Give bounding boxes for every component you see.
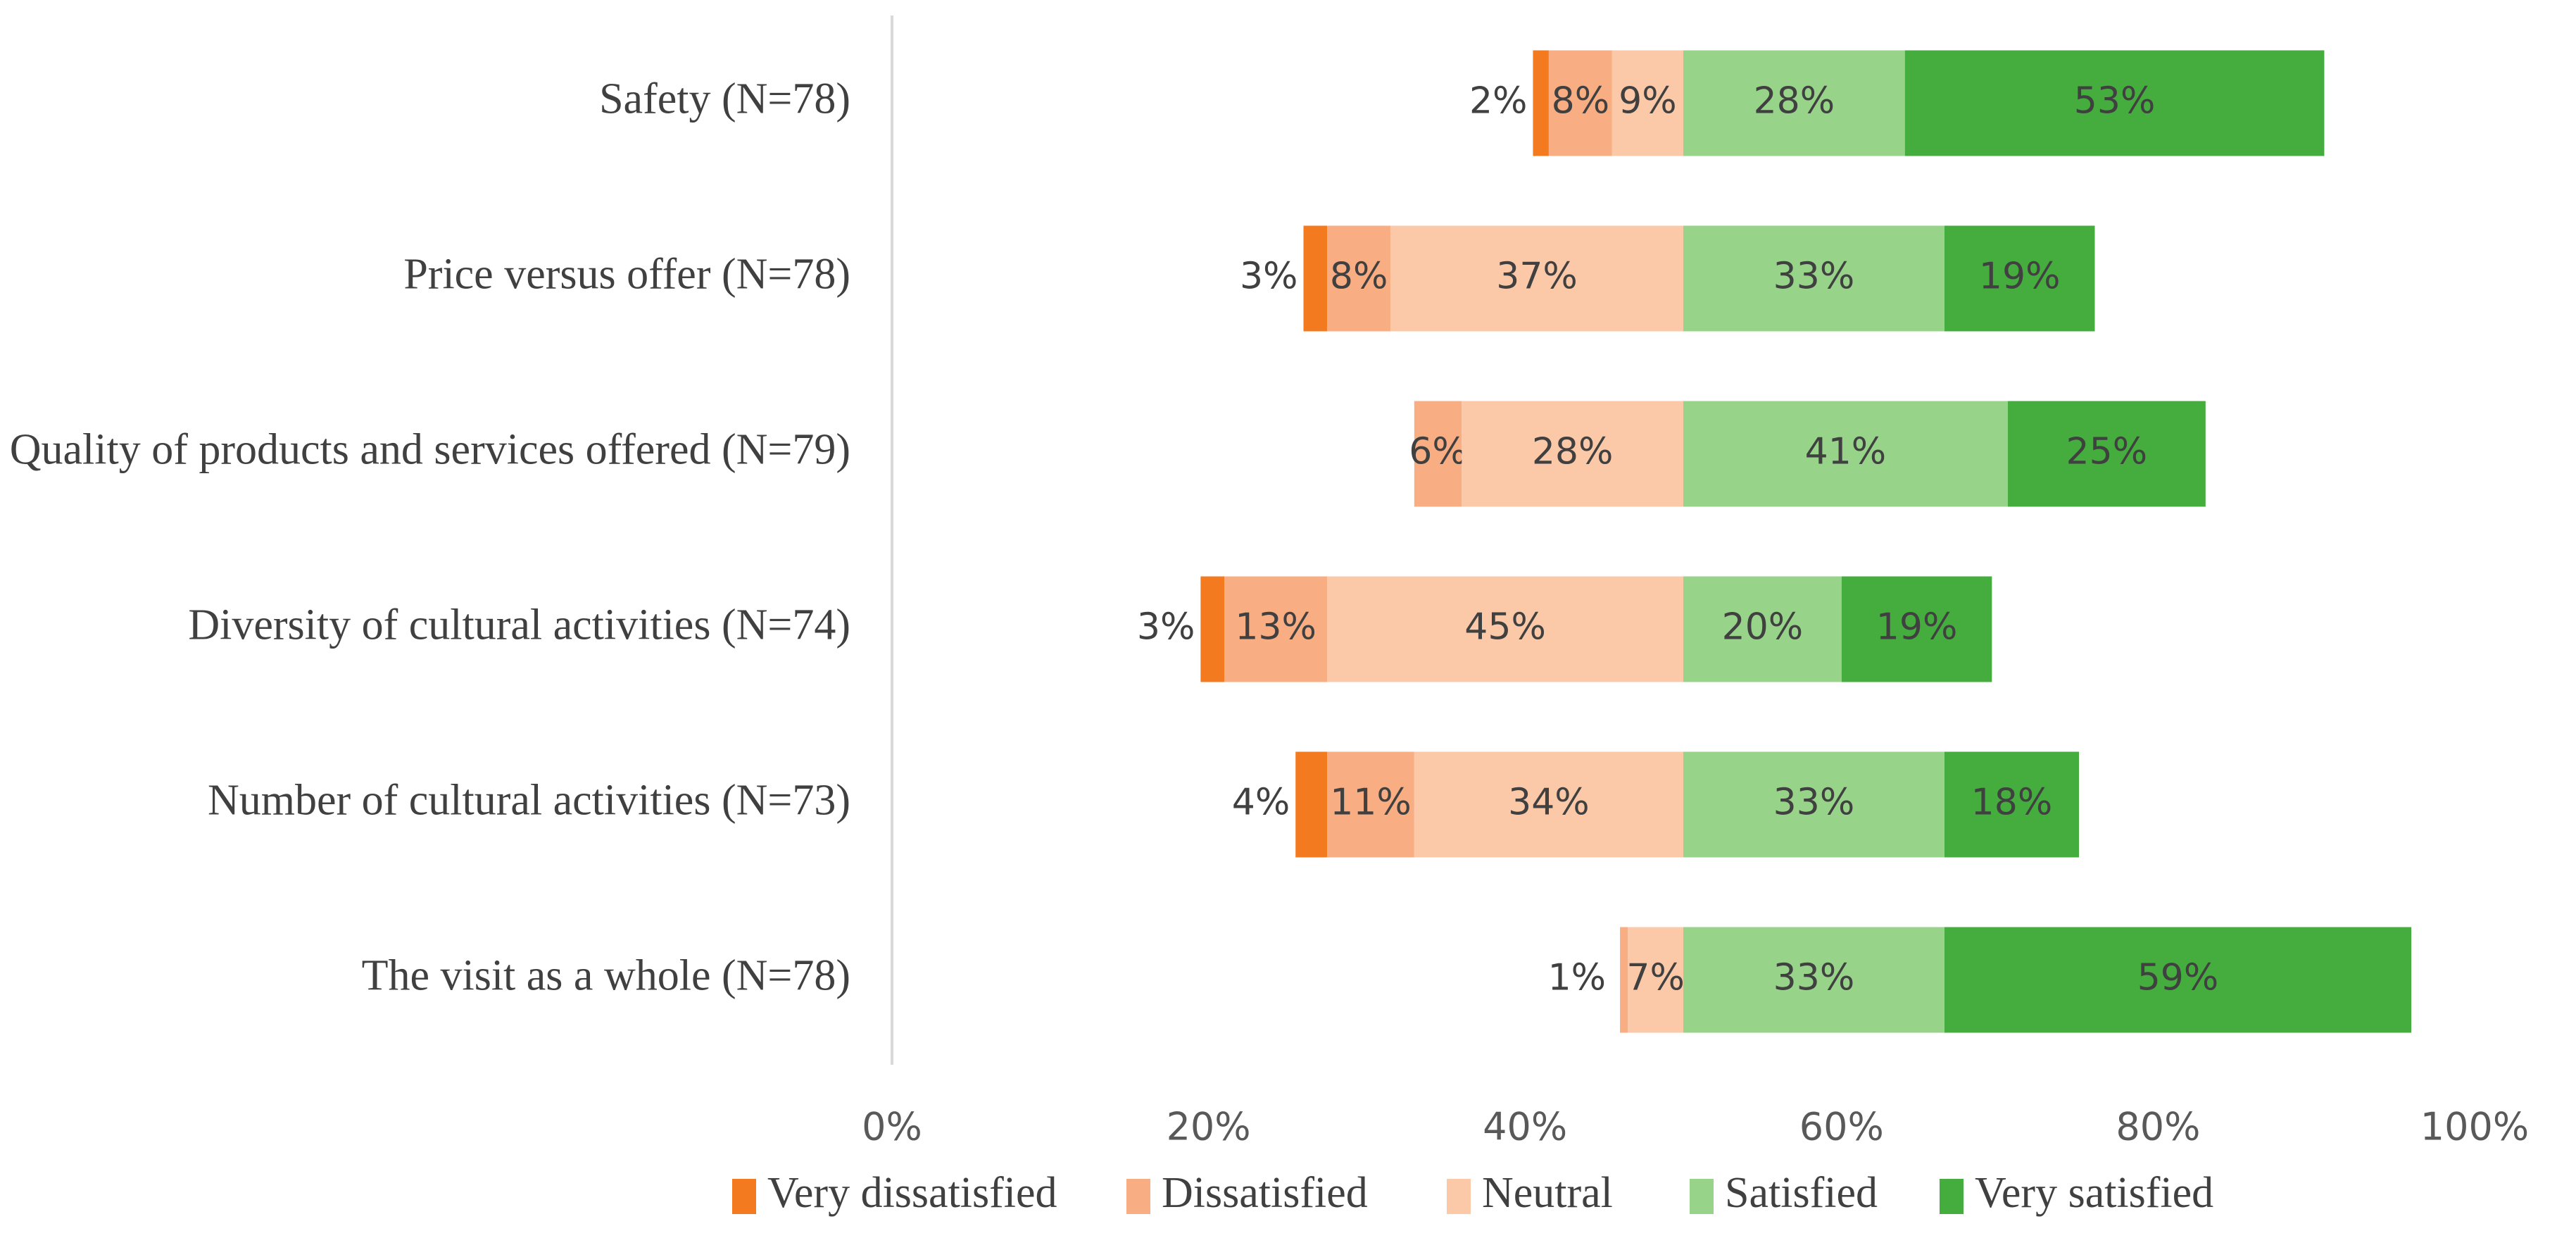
bar-dissatisfied-6 <box>1620 927 1628 1033</box>
data-label-very-satisfied-5: 18% <box>1971 782 2053 824</box>
legend-label-very-satisfied: Very satisfied <box>1975 1169 2213 1217</box>
bar-very-dissatisfied-2 <box>1303 225 1328 332</box>
bar-satisfied-1 <box>1683 50 1905 156</box>
data-label-neutral-2: 37% <box>1496 256 1578 298</box>
data-label-very-satisfied-3: 25% <box>2066 431 2148 473</box>
bar-very-satisfied-3 <box>2007 401 2206 507</box>
bar-neutral-5 <box>1414 751 1683 858</box>
data-label-satisfied-1: 28% <box>1754 80 1835 123</box>
data-label-neutral-4: 45% <box>1464 606 1546 649</box>
data-label-dissatisfied-1: 8% <box>1552 80 1610 123</box>
legend-swatch-dissatisfied <box>1126 1179 1150 1214</box>
bar-dissatisfied-4 <box>1224 576 1328 682</box>
bar-satisfied-4 <box>1683 576 1842 682</box>
data-label-very-dissatisfied-4: 3% <box>1137 606 1195 649</box>
x-tick-label-20: 20% <box>1167 1105 1251 1149</box>
category-label-1: Safety (N=78) <box>599 75 850 123</box>
bar-neutral-6 <box>1628 927 1683 1033</box>
category-labels: Safety (N=78) Price versus offer (N=78) Qu… <box>10 75 850 1000</box>
bar-dissatisfied-5 <box>1327 751 1414 858</box>
legend-swatch-very-satisfied <box>1940 1179 1964 1214</box>
x-tick-label-0: 0% <box>862 1105 922 1149</box>
data-label-satisfied-5: 33% <box>1773 782 1855 824</box>
data-label-very-satisfied-1: 53% <box>2074 80 2156 123</box>
category-label-4: Diversity of cultural activities (N=74) <box>188 601 850 649</box>
bar-very-dissatisfied-4 <box>1200 576 1225 682</box>
bar-very-satisfied-4 <box>1841 576 1992 682</box>
x-tick-label-100: 100% <box>2420 1105 2529 1149</box>
data-label-neutral-6: 7% <box>1626 957 1685 999</box>
bar-dissatisfied-1 <box>1548 50 1612 156</box>
data-label-neutral-1: 9% <box>1619 80 1677 123</box>
bar-very-satisfied-6 <box>1944 927 2412 1033</box>
data-label-dissatisfied-5: 11% <box>1330 782 1412 824</box>
bar-satisfied-5 <box>1683 751 1944 858</box>
bar-very-satisfied-1 <box>1904 50 2325 156</box>
data-label-satisfied-3: 41% <box>1805 431 1887 473</box>
bar-satisfied-2 <box>1683 225 1944 332</box>
data-label-satisfied-2: 33% <box>1773 256 1855 298</box>
data-label-dissatisfied-3: 6% <box>1409 431 1467 473</box>
category-label-5: Number of cultural activities (N=73) <box>208 777 850 825</box>
data-label-dissatisfied-4: 13% <box>1235 606 1317 649</box>
data-label-neutral-3: 28% <box>1532 431 1614 473</box>
legend: Very dissatisfied Dissatisfied Neutral Sati… <box>732 1169 2213 1217</box>
data-label-very-satisfied-2: 19% <box>1979 256 2061 298</box>
x-axis-tick-labels: 0% 20% 40% 60% 80% 100% <box>862 1105 2529 1149</box>
bar-neutral-4 <box>1327 576 1683 682</box>
data-label-dissatisfied-6: 1% <box>1548 957 1607 999</box>
bar-very-satisfied-5 <box>1944 751 2079 858</box>
x-tick-label-40: 40% <box>1483 1105 1567 1149</box>
data-label-satisfied-6: 33% <box>1773 957 1855 999</box>
legend-label-satisfied: Satisfied <box>1725 1169 1878 1217</box>
bar-satisfied-6 <box>1683 927 1944 1033</box>
category-label-6: The visit as a whole (N=78) <box>362 952 850 1000</box>
legend-swatch-very-dissatisfied <box>732 1179 756 1214</box>
bar-neutral-2 <box>1390 225 1683 332</box>
bars-layer: 2% 8% 9% 28% 53%3% 8% 37% 33% 19%6% 28% 41% 25%3% 13… <box>1137 50 2412 1033</box>
legend-label-neutral: Neutral <box>1482 1169 1613 1217</box>
legend-swatch-neutral <box>1447 1179 1471 1214</box>
bar-satisfied-3 <box>1683 401 2008 507</box>
data-label-neutral-5: 34% <box>1508 782 1590 824</box>
bar-neutral-1 <box>1611 50 1683 156</box>
category-label-3: Quality of products and services offered… <box>10 426 850 474</box>
data-label-very-dissatisfied-1: 2% <box>1469 80 1528 123</box>
legend-label-dissatisfied: Dissatisfied <box>1162 1169 1368 1217</box>
category-label-2: Price versus offer (N=78) <box>403 251 850 299</box>
data-label-very-satisfied-4: 19% <box>1876 606 1958 649</box>
bar-very-dissatisfied-5 <box>1295 751 1328 858</box>
bar-very-dissatisfied-1 <box>1533 50 1549 156</box>
data-label-satisfied-4: 20% <box>1722 606 1804 649</box>
bar-dissatisfied-3 <box>1414 401 1462 507</box>
legend-label-very-dissatisfied: Very dissatisfied <box>767 1169 1057 1217</box>
x-tick-label-80: 80% <box>2116 1105 2200 1149</box>
data-label-very-dissatisfied-2: 3% <box>1240 256 1298 298</box>
x-tick-label-60: 60% <box>1799 1105 1884 1149</box>
bar-dissatisfied-2 <box>1327 225 1391 332</box>
data-label-very-dissatisfied-5: 4% <box>1232 782 1290 824</box>
data-label-dissatisfied-2: 8% <box>1330 256 1388 298</box>
data-label-very-satisfied-6: 59% <box>2137 957 2219 999</box>
bar-very-satisfied-2 <box>1944 225 2095 332</box>
legend-swatch-satisfied <box>1690 1179 1714 1214</box>
bar-neutral-3 <box>1462 401 1683 507</box>
